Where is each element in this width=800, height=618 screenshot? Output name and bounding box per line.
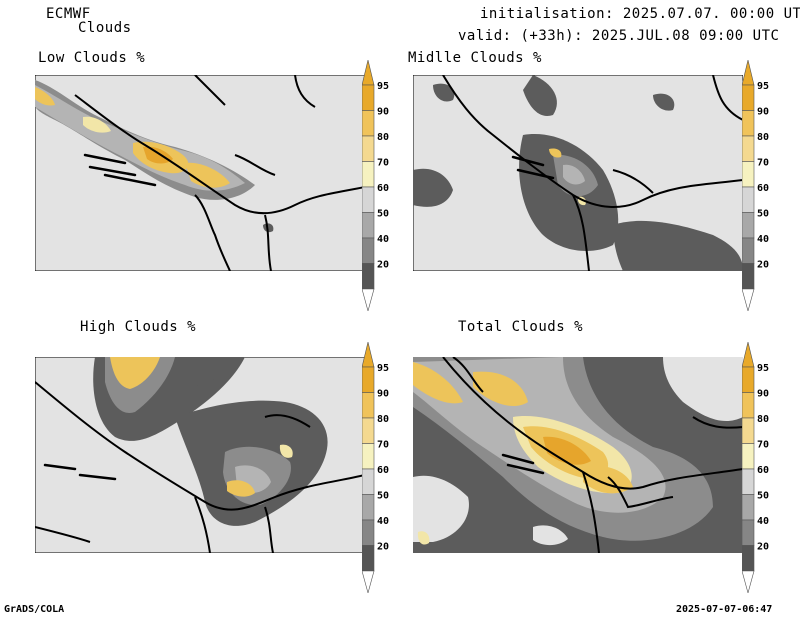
colorbar-label-50: 50 (377, 491, 389, 502)
colorbar-bottom-arrow (741, 288, 755, 313)
colorbar-box-40 (361, 519, 375, 546)
map-panel-high-clouds (35, 357, 365, 553)
colorbar-box-80 (741, 417, 755, 444)
footer-timestamp: 2025-07-07-06:47 (676, 604, 773, 615)
colorbar-label-20: 20 (757, 260, 769, 271)
colorbar-box-70 (361, 161, 375, 188)
colorbar-label-60: 60 (757, 465, 769, 476)
colorbar-box-95 (741, 84, 755, 111)
valid-time: valid: (+33h): 2025.JUL.08 09:00 UTC (458, 28, 780, 44)
colorbar-box-80 (741, 135, 755, 162)
low-clouds-map (35, 75, 365, 271)
map-panel-total-clouds (413, 357, 743, 553)
colorbar-label-70: 70 (377, 440, 389, 451)
colorbar-box-80 (361, 135, 375, 162)
total-clouds-map (413, 357, 743, 553)
colorbar-high: 95 90 80 70 60 50 40 20 (361, 341, 402, 597)
colorbar-label-40: 40 (757, 516, 769, 527)
colorbar-box-80 (361, 417, 375, 444)
colorbar-box-50 (741, 494, 755, 521)
colorbar-label-60: 60 (757, 183, 769, 194)
colorbar-label-80: 80 (377, 414, 389, 425)
colorbar-label-80: 80 (757, 414, 769, 425)
colorbar-label-90: 90 (757, 389, 769, 400)
colorbar-label-40: 40 (757, 234, 769, 245)
colorbar-box-90 (361, 110, 375, 137)
colorbar-label-90: 90 (377, 107, 389, 118)
colorbar-box-40 (361, 237, 375, 264)
colorbar-scale: 95 90 80 70 60 50 40 20 (741, 341, 769, 595)
colorbar-box-70 (361, 443, 375, 470)
colorbar-box-20 (741, 263, 755, 290)
colorbar-scale: 95 90 80 70 60 50 40 20 (361, 341, 389, 595)
colorbar-box-40 (741, 519, 755, 546)
colorbar-scale: 95 90 80 70 60 50 40 20 (361, 59, 389, 313)
colorbar-low: 95 90 80 70 60 50 40 20 (361, 59, 402, 315)
colorbar-box-60 (361, 468, 375, 495)
colorbar-box-90 (741, 392, 755, 419)
colorbar-box-50 (361, 212, 375, 239)
colorbar-box-60 (361, 186, 375, 213)
colorbar-top-arrow (741, 59, 755, 86)
colorbar-label-20: 20 (377, 260, 389, 271)
colorbar-label-95: 95 (377, 81, 389, 92)
colorbar-label-95: 95 (757, 81, 769, 92)
colorbar-box-20 (741, 545, 755, 572)
colorbar-box-50 (361, 494, 375, 521)
colorbar-label-95: 95 (377, 363, 389, 374)
colorbar-top-arrow (741, 341, 755, 368)
middle-clouds-map (413, 75, 743, 271)
colorbar-label-60: 60 (377, 465, 389, 476)
footer-software: GrADS/COLA (4, 604, 65, 615)
colorbar-box-60 (741, 186, 755, 213)
colorbar-label-95: 95 (757, 363, 769, 374)
colorbar-box-20 (361, 263, 375, 290)
colorbar-label-20: 20 (757, 542, 769, 553)
colorbar-label-40: 40 (377, 516, 389, 527)
colorbar-label-70: 70 (757, 158, 769, 169)
colorbar-bottom-arrow (361, 570, 375, 595)
colorbar-box-95 (361, 84, 375, 111)
colorbar-box-70 (741, 161, 755, 188)
colorbar-scale: 95 90 80 70 60 50 40 20 (741, 59, 769, 313)
high-clouds-map (35, 357, 365, 553)
colorbar-label-80: 80 (377, 132, 389, 143)
panel-title-total-clouds: Total Clouds % (458, 319, 584, 335)
colorbar-top-arrow (361, 59, 375, 86)
panel-title-low-clouds: Low Clouds % (38, 50, 146, 66)
colorbar-label-50: 50 (757, 491, 769, 502)
map-panel-low-clouds (35, 75, 365, 271)
colorbar-total: 95 90 80 70 60 50 40 20 (741, 341, 782, 597)
colorbar-bottom-arrow (361, 288, 375, 313)
colorbar-label-50: 50 (377, 209, 389, 220)
colorbar-box-90 (361, 392, 375, 419)
colorbar-box-20 (361, 545, 375, 572)
model-name: ECMWF (46, 6, 91, 22)
colorbar-label-80: 80 (757, 132, 769, 143)
colorbar-box-70 (741, 443, 755, 470)
colorbar-box-95 (741, 366, 755, 393)
colorbar-label-70: 70 (757, 440, 769, 451)
colorbar-top-arrow (361, 341, 375, 368)
colorbar-box-50 (741, 212, 755, 239)
colorbar-middle: 95 90 80 70 60 50 40 20 (741, 59, 782, 315)
colorbar-box-90 (741, 110, 755, 137)
colorbar-label-60: 60 (377, 183, 389, 194)
map-panel-middle-clouds (413, 75, 743, 271)
colorbar-box-95 (361, 366, 375, 393)
colorbar-label-50: 50 (757, 209, 769, 220)
colorbar-box-40 (741, 237, 755, 264)
init-time: initialisation: 2025.07.07. 00:00 UTC (480, 6, 800, 22)
panel-title-middle-clouds: Midlle Clouds % (408, 50, 542, 66)
product-name: Clouds (78, 20, 132, 36)
colorbar-label-20: 20 (377, 542, 389, 553)
panel-title-high-clouds: High Clouds % (80, 319, 197, 335)
colorbar-box-60 (741, 468, 755, 495)
colorbar-label-90: 90 (757, 107, 769, 118)
colorbar-label-70: 70 (377, 158, 389, 169)
colorbar-label-40: 40 (377, 234, 389, 245)
colorbar-bottom-arrow (741, 570, 755, 595)
colorbar-label-90: 90 (377, 389, 389, 400)
